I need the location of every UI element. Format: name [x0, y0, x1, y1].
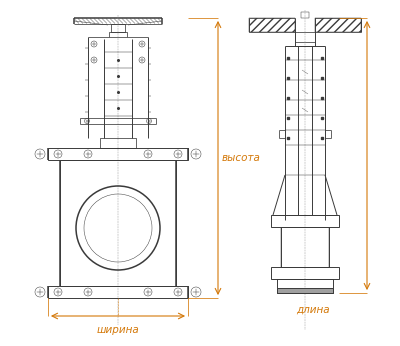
Bar — [48, 286, 188, 298]
Bar — [100, 138, 136, 148]
Bar — [271, 215, 339, 227]
Bar — [315, 18, 361, 32]
Bar — [281, 227, 329, 267]
Bar — [271, 267, 339, 279]
Text: высота: высота — [222, 153, 261, 163]
Bar — [60, 160, 176, 286]
Text: ширина: ширина — [97, 325, 139, 335]
Text: длина: длина — [296, 305, 330, 315]
Bar — [109, 32, 127, 37]
Bar — [249, 18, 295, 32]
Bar — [277, 279, 333, 293]
Bar — [111, 24, 125, 32]
Bar — [48, 148, 188, 160]
Bar — [301, 12, 309, 18]
Bar — [277, 288, 333, 293]
